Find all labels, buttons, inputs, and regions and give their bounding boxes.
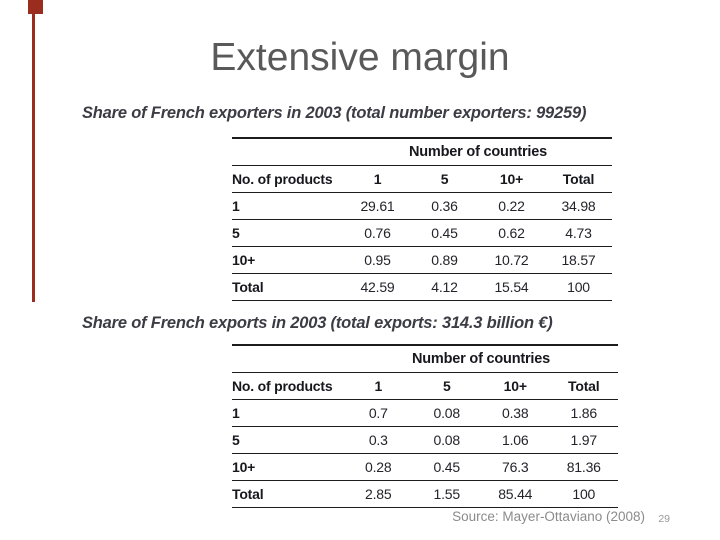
table-row: 1 29.61 0.36 0.22 34.98 — [232, 192, 612, 220]
col-header: Total — [545, 165, 612, 193]
table-row: Total 42.59 4.12 15.54 100 — [232, 273, 612, 301]
red-accent-square — [28, 0, 43, 14]
span-header: Number of countries — [344, 345, 618, 373]
table-row: 5 0.3 0.08 1.06 1.97 — [232, 426, 618, 454]
col-header: 1 — [344, 372, 413, 400]
cell-value: 2.85 — [344, 480, 413, 508]
cell-value: 0.45 — [411, 219, 478, 247]
row-label: 10+ — [232, 453, 344, 481]
col-header: No. of products — [232, 372, 344, 400]
row-label: Total — [232, 273, 344, 301]
corner-cell — [232, 345, 344, 373]
row-label: 5 — [232, 219, 344, 247]
exporters-table-caption: Share of French exporters in 2003 (total… — [82, 103, 587, 122]
row-label: 1 — [232, 399, 344, 427]
col-header: 5 — [412, 372, 481, 400]
table-row: 10+ 0.28 0.45 76.3 81.36 — [232, 453, 618, 481]
source-note: Source: Mayer-Ottaviano (2008) — [452, 509, 645, 524]
cell-value: 0.28 — [344, 453, 413, 481]
col-header: 10+ — [478, 165, 545, 193]
col-header: 1 — [344, 165, 411, 193]
cell-value: 1.06 — [481, 426, 550, 454]
exports-table-caption: Share of French exports in 2003 (total e… — [82, 313, 553, 332]
cell-value: 81.36 — [549, 453, 618, 481]
cell-value: 10.72 — [478, 246, 545, 274]
row-label: 1 — [232, 192, 344, 220]
cell-value: 0.3 — [344, 426, 413, 454]
cell-value: 0.62 — [478, 219, 545, 247]
page-number: 29 — [658, 513, 670, 525]
cell-value: 42.59 — [344, 273, 411, 301]
cell-value: 0.22 — [478, 192, 545, 220]
cell-value: 0.08 — [412, 426, 481, 454]
corner-cell — [232, 138, 344, 166]
span-header-row: Number of countries — [232, 345, 618, 373]
cell-value: 0.36 — [411, 192, 478, 220]
table-row: 1 0.7 0.08 0.38 1.86 — [232, 399, 618, 427]
col-header: 10+ — [481, 372, 550, 400]
cell-value: 0.89 — [411, 246, 478, 274]
cell-value: 34.98 — [545, 192, 612, 220]
cell-value: 0.76 — [344, 219, 411, 247]
row-label: 10+ — [232, 246, 344, 274]
cell-value: 15.54 — [478, 273, 545, 301]
cell-value: 76.3 — [481, 453, 550, 481]
cell-value: 1.86 — [549, 399, 618, 427]
column-header-row: No. of products 1 5 10+ Total — [232, 165, 612, 193]
cell-value: 4.73 — [545, 219, 612, 247]
cell-value: 0.45 — [412, 453, 481, 481]
span-header: Number of countries — [344, 138, 612, 166]
cell-value: 29.61 — [344, 192, 411, 220]
column-header-row: No. of products 1 5 10+ Total — [232, 372, 618, 400]
exports-share-table: Number of countries No. of products 1 5 10+ T… — [232, 344, 618, 508]
col-header: Total — [549, 372, 618, 400]
cell-value: 0.08 — [412, 399, 481, 427]
cell-value: 0.95 — [344, 246, 411, 274]
exporters-share-table: Number of countries No. of products 1 5 10+ T… — [232, 137, 612, 301]
cell-value: 1.55 — [412, 480, 481, 508]
cell-value: 1.97 — [549, 426, 618, 454]
cell-value: 100 — [549, 480, 618, 508]
cell-value: 0.7 — [344, 399, 413, 427]
col-header: 5 — [411, 165, 478, 193]
span-header-row: Number of countries — [232, 138, 612, 166]
cell-value: 85.44 — [481, 480, 550, 508]
cell-value: 0.38 — [481, 399, 550, 427]
cell-value: 18.57 — [545, 246, 612, 274]
page-title: Extensive margin — [210, 36, 510, 79]
cell-value: 100 — [545, 273, 612, 301]
col-header: No. of products — [232, 165, 344, 193]
row-label: Total — [232, 480, 344, 508]
row-label: 5 — [232, 426, 344, 454]
cell-value: 4.12 — [411, 273, 478, 301]
table-row: Total 2.85 1.55 85.44 100 — [232, 480, 618, 508]
red-accent-line — [32, 0, 35, 302]
table-row: 10+ 0.95 0.89 10.72 18.57 — [232, 246, 612, 274]
table-row: 5 0.76 0.45 0.62 4.73 — [232, 219, 612, 247]
